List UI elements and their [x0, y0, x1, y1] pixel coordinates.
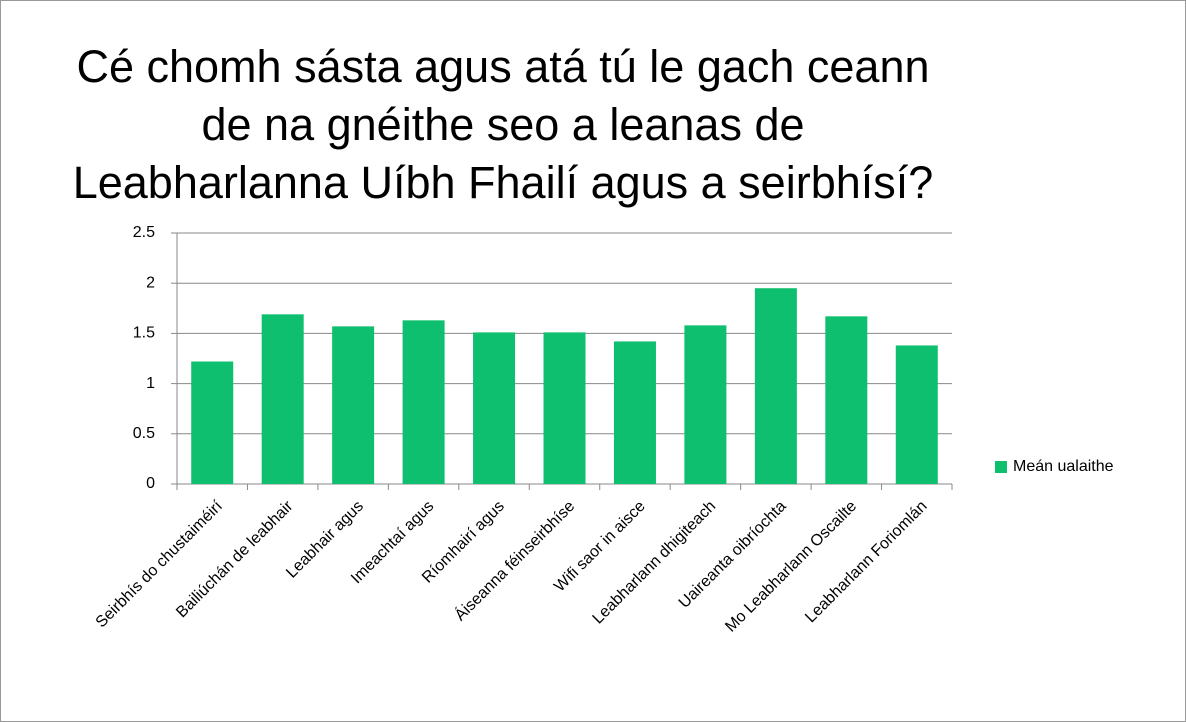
bar — [261, 314, 304, 484]
y-tick-label: 1 — [146, 375, 155, 392]
bar — [543, 332, 586, 484]
y-tick-label: 2 — [146, 274, 155, 291]
bar — [473, 332, 516, 484]
bar — [191, 361, 234, 484]
y-tick-label: 0 — [146, 475, 155, 492]
bar — [895, 345, 938, 484]
bar — [402, 320, 445, 484]
y-tick-label: 1.5 — [133, 325, 155, 342]
bar — [684, 325, 727, 484]
bar — [332, 326, 375, 484]
bar — [613, 341, 656, 484]
bar — [754, 288, 797, 484]
chart-title: de na gnéithe seo a leanas de — [202, 99, 805, 150]
legend-swatch — [995, 461, 1007, 473]
chart-title: Leabharlanna Uíbh Fhailí agus a seirbhís… — [73, 157, 934, 208]
legend-label: Meán ualaithe — [1013, 458, 1114, 475]
bar — [825, 316, 868, 484]
y-tick-label: 2.5 — [133, 224, 155, 241]
chart-title: Cé chomh sásta agus atá tú le gach ceann — [76, 41, 929, 92]
y-tick-label: 0.5 — [133, 425, 155, 442]
